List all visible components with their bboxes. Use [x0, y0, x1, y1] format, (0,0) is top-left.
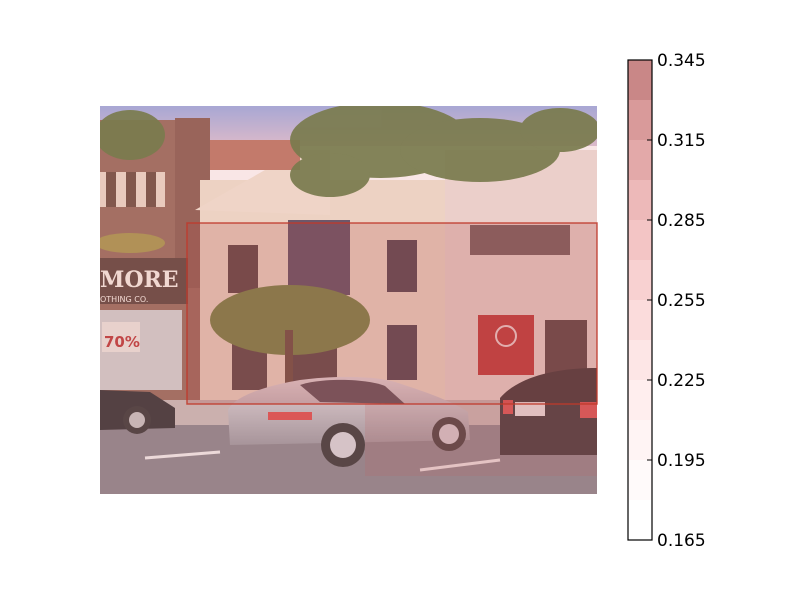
colorbar [628, 60, 652, 540]
colorbar-tick-label: 0.195 [657, 451, 706, 471]
colorbar-tick-label: 0.315 [657, 131, 706, 151]
street-scene-photo: MORE OTHING CO. 70% [100, 106, 597, 494]
colorbar-tick-label: 0.345 [657, 51, 706, 71]
highlight-box [186, 222, 598, 405]
colorbar-tick-label: 0.255 [657, 291, 706, 311]
colorbar-band [628, 60, 652, 100]
black-sedan-right [500, 368, 597, 455]
striped-awning [100, 172, 165, 207]
street-tree [210, 285, 370, 385]
colorbar-band [628, 180, 652, 220]
right-building [445, 150, 597, 400]
black-sedan-left [100, 390, 175, 434]
heatmap-overlay-high [187, 223, 597, 404]
colorbar-tick-label: 0.285 [657, 211, 706, 231]
store-sign [100, 258, 188, 304]
flower-basket [100, 233, 165, 253]
tree-canopy [100, 106, 597, 197]
heatmap-overlay-mid [365, 404, 597, 476]
colorbar-band [628, 500, 652, 540]
colorbar-band [628, 420, 652, 460]
store-sign-main: MORE [100, 267, 179, 293]
silver-sports-car [228, 376, 470, 467]
colorbar-tick-label: 0.225 [657, 371, 706, 391]
arched-window [288, 220, 350, 295]
colorbar-tick-label: 0.165 [657, 531, 706, 551]
window-sale-sign: 70% [104, 333, 140, 351]
store-sign-sub: OTHING CO. [100, 295, 148, 304]
heatmap-overlay-base [100, 106, 597, 494]
colorbar-band [628, 140, 652, 180]
colorbar-band [628, 460, 652, 500]
colorbar-band [628, 380, 652, 420]
colorbar-band [628, 300, 652, 340]
colorbar-ticks: 0.345 0.315 0.285 0.255 0.225 0.195 0.165 [647, 51, 706, 551]
colorbar-band [628, 260, 652, 300]
colorbar-band [628, 340, 652, 380]
colorbar-band [628, 100, 652, 140]
colorbar-band [628, 220, 652, 260]
